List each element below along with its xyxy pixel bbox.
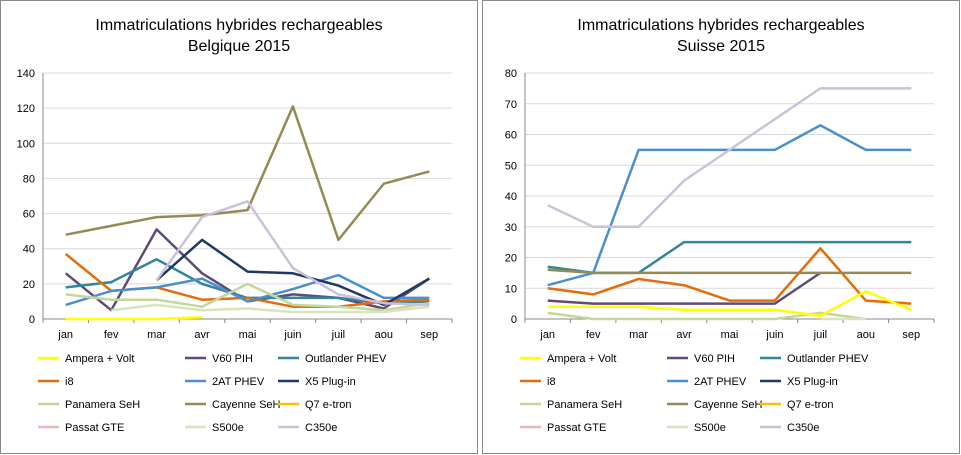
y-tick-label: 120 xyxy=(17,103,35,115)
x-tick-label: mai xyxy=(239,329,257,341)
legend-label: i8 xyxy=(547,376,556,388)
legend-label: V60 PIH xyxy=(212,353,253,365)
chart-title: Immatriculations hybrides rechargeables xyxy=(95,17,382,34)
x-tick-label: jan xyxy=(539,329,555,341)
x-tick-label: mar xyxy=(147,329,166,341)
y-tick-label: 20 xyxy=(505,253,517,265)
x-tick-label: jan xyxy=(57,329,73,341)
x-tick-label: avr xyxy=(194,329,210,341)
legend-label: Q7 e-tron xyxy=(787,399,833,411)
y-tick-label: 30 xyxy=(505,222,517,234)
legend-label: Panamera SeH xyxy=(65,399,140,411)
chart-suisse: Immatriculations hybrides rechargeables … xyxy=(505,17,935,434)
y-tick-label: 80 xyxy=(23,173,35,185)
x-tick-label: sep xyxy=(420,329,438,341)
y-tick-label: 100 xyxy=(17,138,35,150)
legend-label: S500e xyxy=(212,422,244,434)
series-line-cayenne-seh xyxy=(65,105,430,242)
chart-belgique: Immatriculations hybrides rechargeables … xyxy=(17,17,453,434)
series-line-cayenne-seh xyxy=(547,268,912,275)
legend-label: Outlander PHEV xyxy=(787,353,869,365)
x-tick-label: mar xyxy=(629,329,648,341)
chart-subtitle: Suisse 2015 xyxy=(677,38,765,55)
x-tick-label: juil xyxy=(331,329,345,341)
legend-label: Ampera + Volt xyxy=(547,353,616,365)
series-line-v60-pih xyxy=(547,271,822,305)
legend-label: Passat GTE xyxy=(547,422,606,434)
series-line-i8 xyxy=(547,247,912,305)
y-tick-label: 60 xyxy=(505,130,517,142)
y-tick-label: 20 xyxy=(23,279,35,291)
y-tick-label: 140 xyxy=(17,68,35,80)
y-tick-label: 40 xyxy=(23,244,35,256)
legend-label: X5 Plug-in xyxy=(305,376,356,388)
legend-label: Cayenne SeH xyxy=(694,399,763,411)
x-tick-label: juin xyxy=(283,329,301,341)
series-line-ampera-volt xyxy=(547,290,912,318)
x-tick-label: aou xyxy=(857,329,875,341)
y-tick-label: 70 xyxy=(505,99,517,111)
series-line-s500e xyxy=(111,303,430,314)
series-line-ampera-volt xyxy=(65,315,203,321)
legend-label: S500e xyxy=(694,422,726,434)
legend-label: 2AT PHEV xyxy=(212,376,265,388)
y-tick-label: 0 xyxy=(511,314,517,326)
chart-subtitle: Belgique 2015 xyxy=(188,38,290,55)
legend-label: Outlander PHEV xyxy=(305,353,387,365)
y-tick-label: 0 xyxy=(29,314,35,326)
legend-label: C350e xyxy=(787,422,819,434)
x-tick-label: juin xyxy=(765,329,783,341)
y-tick-label: 80 xyxy=(505,68,517,80)
x-tick-label: juil xyxy=(813,329,827,341)
x-tick-label: avr xyxy=(676,329,692,341)
x-tick-label: mai xyxy=(721,329,739,341)
legend-label: i8 xyxy=(65,376,74,388)
x-tick-label: fev xyxy=(586,329,601,341)
series-line-c350e xyxy=(547,87,912,229)
x-tick-label: fev xyxy=(104,329,119,341)
chart-frame-belgique xyxy=(0,0,478,454)
legend-label: X5 Plug-in xyxy=(787,376,838,388)
x-tick-label: aou xyxy=(375,329,393,341)
legend-label: 2AT PHEV xyxy=(694,376,747,388)
legend-label: Panamera SeH xyxy=(547,399,622,411)
legend-label: V60 PIH xyxy=(694,353,735,365)
series-line-2at-phev xyxy=(65,273,430,307)
y-tick-label: 60 xyxy=(23,209,35,221)
series-line-x5-plug-in xyxy=(155,238,430,307)
y-tick-label: 10 xyxy=(505,283,517,295)
x-tick-label: sep xyxy=(902,329,920,341)
series-line-c350e xyxy=(155,200,430,307)
chart-title: Immatriculations hybrides rechargeables xyxy=(577,17,864,34)
legend-label: C350e xyxy=(305,422,337,434)
series-line-panamera-seh xyxy=(65,282,430,312)
legend-label: Cayenne SeH xyxy=(212,399,281,411)
legend-label: Ampera + Volt xyxy=(65,353,134,365)
y-tick-label: 50 xyxy=(505,160,517,172)
y-tick-label: 40 xyxy=(505,191,517,203)
legend-label: Passat GTE xyxy=(65,422,124,434)
legend-label: Q7 e-tron xyxy=(305,399,351,411)
